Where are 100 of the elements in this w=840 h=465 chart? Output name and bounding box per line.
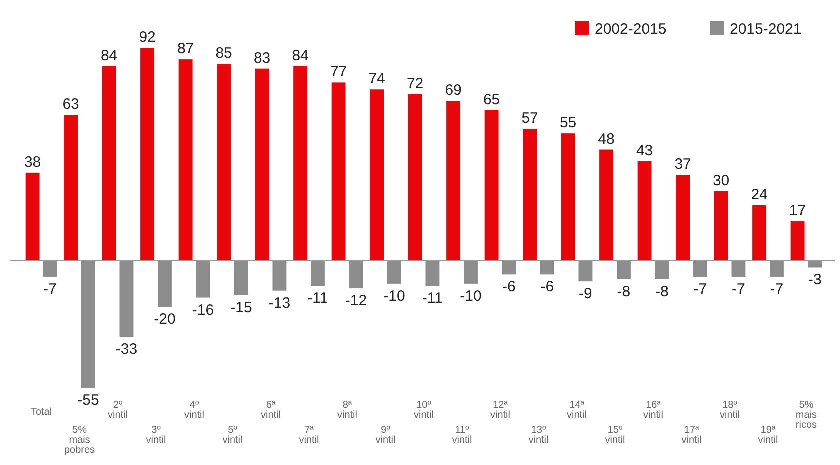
- data-label: -3: [808, 272, 822, 289]
- x-tick-label: 5% mais pobres: [64, 425, 96, 456]
- bar: [332, 82, 346, 261]
- x-tick-label: 15º vintil: [605, 425, 626, 446]
- data-label: 74: [368, 70, 386, 88]
- bar: [255, 68, 270, 261]
- data-label: 83: [254, 50, 271, 67]
- data-label: -20: [154, 311, 176, 328]
- bar: [158, 260, 172, 308]
- data-label: -8: [617, 283, 631, 300]
- x-tick-label: 17ª vintil: [682, 425, 702, 446]
- data-label: 17: [789, 202, 806, 220]
- bar: [714, 191, 728, 261]
- data-label: -9: [579, 286, 592, 303]
- data-label: 38: [24, 154, 42, 171]
- bar: [616, 260, 631, 280]
- data-label: -12: [345, 292, 368, 310]
- data-label: 69: [445, 82, 462, 100]
- x-tick-label: 5º vintil: [222, 425, 243, 446]
- bar: [752, 205, 766, 261]
- data-label: 63: [62, 96, 80, 114]
- bar: [43, 260, 58, 277]
- bar: [178, 60, 193, 261]
- data-label: 24: [751, 186, 768, 204]
- data-label: 55: [560, 114, 577, 132]
- bar: [294, 66, 308, 261]
- data-label: -7: [694, 280, 708, 298]
- x-tick-label: 16ª vintil: [643, 400, 664, 421]
- legend-label: 2002-2015: [595, 21, 667, 38]
- bar: [484, 110, 499, 261]
- data-label: -8: [656, 283, 669, 300]
- x-tick-label: 7ª vintil: [299, 425, 320, 446]
- bar: [64, 115, 78, 261]
- data-label: -16: [192, 302, 214, 319]
- bar: [272, 260, 287, 291]
- data-label: -33: [116, 341, 138, 358]
- data-label: -13: [268, 294, 291, 312]
- x-tick-label: 9º vintil: [376, 425, 396, 446]
- bar: [82, 260, 96, 388]
- x-tick-label: 12ª vintil: [490, 400, 511, 421]
- data-label: 77: [330, 64, 348, 81]
- data-label: -6: [502, 278, 516, 296]
- bar: [446, 101, 461, 261]
- x-tick-label: 3º vintil: [146, 425, 166, 446]
- bar: [578, 260, 593, 282]
- data-label: -11: [422, 290, 443, 308]
- data-label: 87: [177, 40, 194, 58]
- bar: [676, 175, 690, 261]
- bar: [140, 48, 155, 261]
- data-label: -10: [460, 288, 482, 305]
- bar: [217, 64, 232, 261]
- legend-label: 2015-2021: [730, 21, 802, 38]
- x-tick-label: Total: [30, 407, 52, 418]
- x-tick-label: 13º vintil: [528, 425, 549, 446]
- x-tick-label: 18º vintil: [720, 400, 740, 421]
- bar: [638, 161, 652, 261]
- bar: [196, 260, 210, 298]
- data-label: 65: [483, 91, 500, 108]
- x-tick-label: 5% mais ricos: [796, 400, 818, 431]
- data-label: 37: [674, 156, 692, 174]
- bar: [770, 260, 784, 277]
- bar: [102, 66, 116, 261]
- bar: [310, 260, 325, 286]
- bar: [655, 260, 670, 280]
- bar: [693, 260, 708, 277]
- bar: [370, 90, 384, 261]
- bar: [600, 150, 614, 261]
- bar: [732, 260, 746, 277]
- bar: [464, 260, 478, 284]
- data-label: -11: [308, 290, 328, 308]
- data-label: 84: [100, 48, 118, 65]
- data-label: 57: [522, 110, 538, 127]
- bar: [349, 260, 364, 289]
- data-label: -15: [230, 299, 252, 316]
- data-label: -7: [732, 280, 746, 298]
- data-label: -55: [78, 392, 100, 409]
- data-label: 43: [636, 142, 654, 160]
- bar: [408, 94, 422, 261]
- data-label: 92: [139, 29, 156, 46]
- data-label: 30: [712, 172, 730, 190]
- x-tick-label: 14ª vintil: [566, 400, 588, 421]
- x-tick-label: 11º vintil: [452, 425, 472, 446]
- bar: [120, 260, 134, 338]
- data-label: -6: [540, 278, 554, 296]
- bar: [523, 128, 538, 261]
- data-label: -10: [384, 288, 406, 305]
- x-tick-label: 10º vintil: [414, 400, 434, 421]
- x-tick-label: 6ª vintil: [260, 400, 282, 421]
- bar: [790, 221, 805, 261]
- bar: [387, 260, 402, 284]
- bar: [234, 260, 248, 296]
- bar: [426, 260, 440, 286]
- x-tick-label: 8ª vintil: [337, 400, 358, 421]
- bar: [540, 260, 554, 275]
- x-tick-label: 4º vintil: [184, 400, 205, 421]
- data-label: 72: [406, 75, 424, 92]
- data-label: -7: [44, 280, 57, 298]
- data-label: -7: [770, 280, 784, 298]
- bar: [26, 172, 40, 261]
- x-tick-label: 19ª vintil: [758, 425, 778, 446]
